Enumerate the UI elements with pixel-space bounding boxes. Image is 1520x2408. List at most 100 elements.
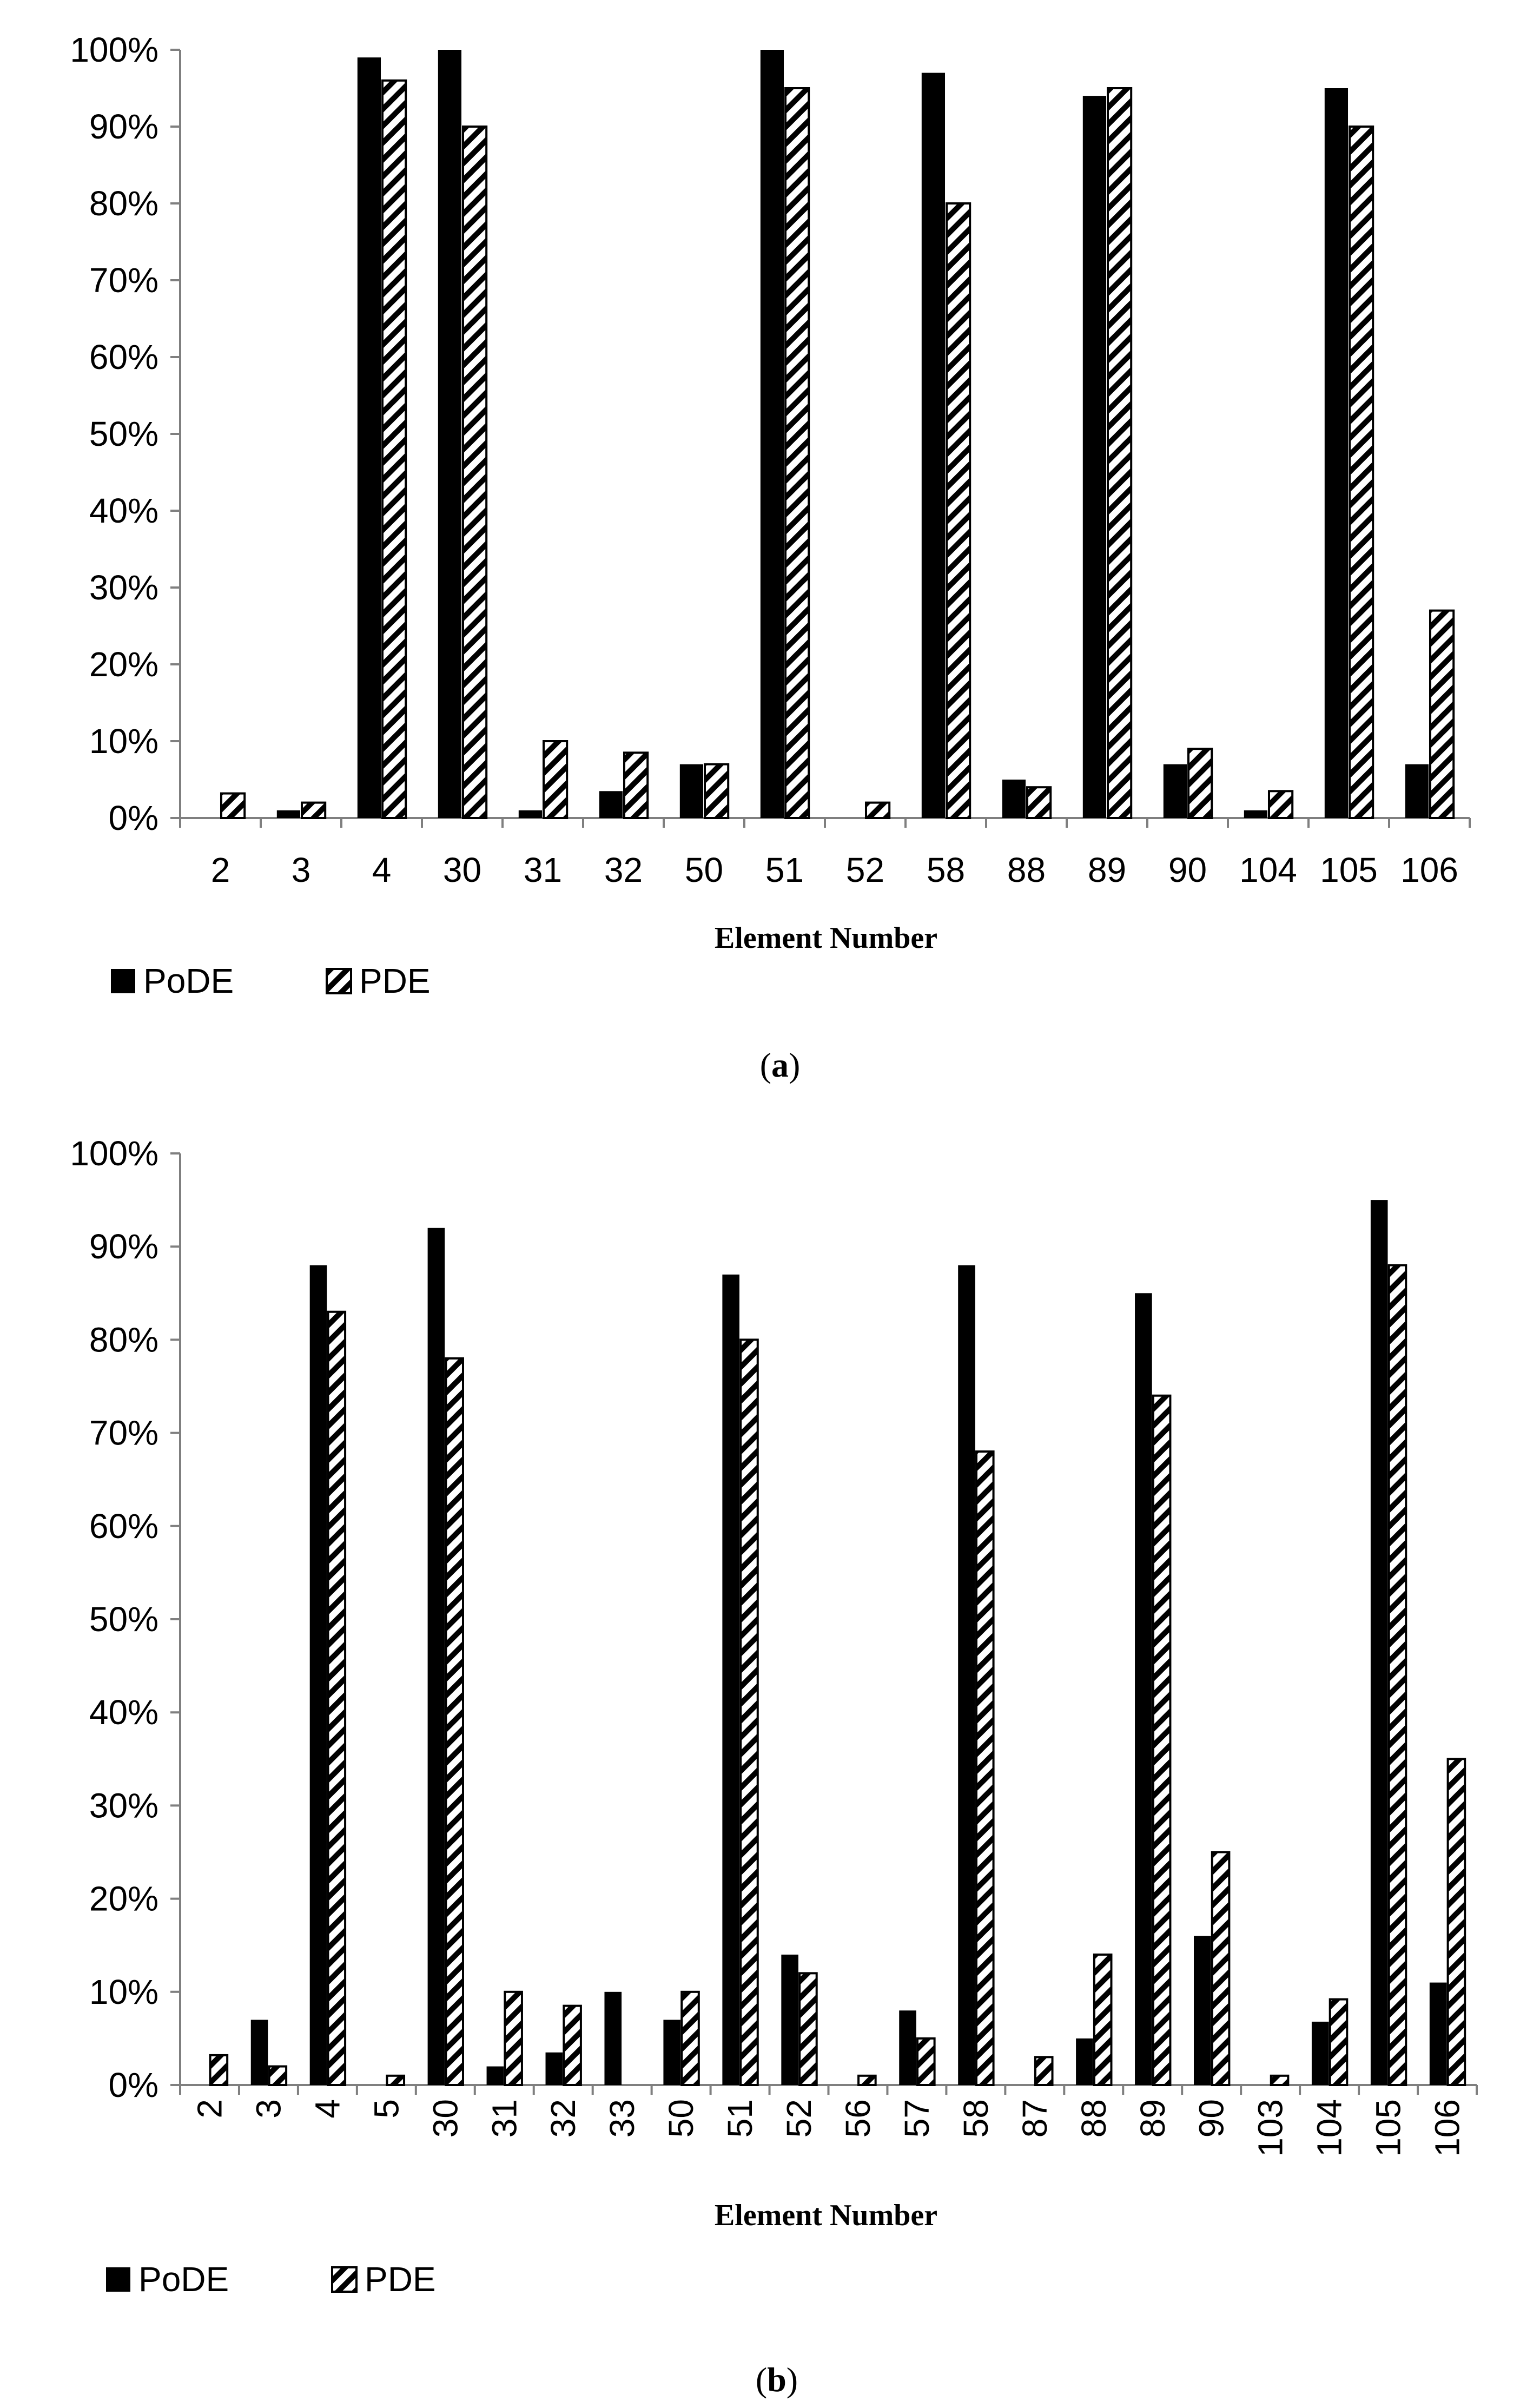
- chart-b-legend-pde-swatch: [331, 2266, 358, 2293]
- chart-b-bars: [209, 1200, 1466, 2087]
- chart-a-bar-pde: [1026, 786, 1052, 819]
- chart-b-x-tick-label: 90: [1192, 2099, 1231, 2137]
- chart-a-bar-pode: [1405, 764, 1429, 818]
- chart-b-legend-pode-label: PoDE: [138, 2260, 229, 2299]
- chart-b-x-tick-label: 3: [249, 2099, 288, 2119]
- chart-b-bar-pde: [739, 1338, 759, 2086]
- chart-a-bar-pde: [381, 79, 407, 819]
- chart-b-x-tick-label: 58: [956, 2099, 995, 2137]
- chart-b-x-tick-label: 33: [603, 2099, 642, 2137]
- chart-b-bar-pde: [916, 2037, 936, 2086]
- chart-b-bar-pode: [427, 1228, 445, 2085]
- chart-b-bar-pode: [1076, 2038, 1093, 2085]
- chart-a-legend-pde-swatch: [326, 968, 352, 994]
- chart-a-bar-pode: [1244, 810, 1268, 818]
- chart-a-bar-pde: [623, 751, 649, 820]
- chart-a-legend-pode-label: PoDE: [143, 961, 234, 1000]
- chart-b-x-tick-label: 104: [1310, 2099, 1349, 2157]
- chart-b-bar-pode: [722, 1274, 739, 2085]
- chart-b: 0% 10% 20% 30% 40% 50% 60% 70% 80% 90% 100% 2 3 4 5 30…: [70, 1134, 1478, 2399]
- chart-a-bar-pde: [1429, 609, 1455, 819]
- chart-a-y-tick-label: 70%: [89, 261, 158, 300]
- chart-b-y-tick-label: 40%: [89, 1693, 158, 1732]
- chart-b-x-tick-label: 89: [1133, 2099, 1172, 2137]
- chart-a-x-tick-label: 30: [443, 850, 481, 889]
- chart-b-bar-pode: [899, 2010, 916, 2085]
- chart-a-x-tick-label: 4: [372, 850, 392, 889]
- chart-a-bar-pde: [461, 126, 488, 819]
- chart-a-x-tick-label: 3: [292, 850, 311, 889]
- chart-a-bar-pode: [1082, 96, 1107, 819]
- chart-b-bar-pode: [604, 1991, 622, 2085]
- chart-b-bar-pde: [504, 1990, 523, 2087]
- chart-a-x-tick-label: 90: [1168, 850, 1207, 889]
- chart-b-bar-pde: [1329, 1998, 1349, 2086]
- chart-a-bar-pde: [703, 763, 730, 819]
- chart-b-bar-pde: [798, 1972, 818, 2087]
- chart-b-x-ticks: 2 3 4 5 30 31 32 33 50 51 52 56 57 58 87 88 89 90 103 104 10…: [179, 2085, 1478, 2157]
- chart-a-legend-pode-swatch: [111, 969, 135, 993]
- chart-b-bar-pde: [1211, 1851, 1231, 2086]
- chart-a: 0% 10% 20% 30% 40% 50% 60% 70% 80% 90% 100% 2 3 4 30 3…: [70, 30, 1471, 1084]
- chart-a-x-tick-label: 58: [927, 850, 965, 889]
- chart-b-axes: [179, 1153, 1477, 2086]
- chart-b-x-tick-label: 31: [485, 2099, 524, 2137]
- chart-b-bar-pde: [1034, 2056, 1054, 2087]
- chart-b-bar-pode: [545, 2052, 563, 2085]
- chart-b-caption: (b): [756, 2360, 798, 2399]
- chart-a-bar-pode: [679, 764, 704, 818]
- chart-b-x-tick-label: 50: [662, 2099, 700, 2137]
- chart-b-x-tick-label: 56: [838, 2099, 877, 2137]
- chart-b-y-tick-label: 100%: [70, 1134, 158, 1173]
- chart-a-bar-pode: [438, 50, 462, 818]
- chart-a-y-tick-label: 80%: [89, 184, 158, 223]
- chart-a-bar-pde: [1348, 126, 1374, 819]
- chart-a-bar-pode: [276, 810, 301, 818]
- chart-a-bar-pde: [1187, 748, 1213, 819]
- chart-a-x-tick-label: 52: [846, 850, 884, 889]
- chart-b-y-tick-label: 60%: [89, 1507, 158, 1546]
- chart-b-bar-pde: [857, 2074, 877, 2087]
- chart-b-bar-pode: [958, 1265, 975, 2085]
- chart-a-x-ticks: 2 3 4 30 31 32 50 51 52 58 88 89 90 104 105 106: [179, 818, 1471, 889]
- chart-a-bar-pde: [1106, 87, 1133, 819]
- chart-b-bar-pode: [663, 2020, 681, 2085]
- chart-b-y-tick-label: 80%: [89, 1320, 158, 1359]
- chart-b-y-tick-label: 10%: [89, 1972, 158, 2011]
- chart-b-bar-pde: [563, 2004, 582, 2086]
- chart-a-y-ticks: 0% 10% 20% 30% 40% 50% 60% 70% 80% 90% 100%: [70, 30, 180, 837]
- chart-a-y-tick-label: 20%: [89, 645, 158, 684]
- chart-a-y-tick-label: 40%: [89, 491, 158, 530]
- chart-b-bar-pde: [1093, 1953, 1113, 2086]
- chart-b-bar-pode: [309, 1265, 327, 2085]
- chart-a-bar-pode: [599, 791, 623, 818]
- chart-a-legend-pde-label: PDE: [359, 961, 431, 1000]
- chart-a-x-tick-label: 89: [1088, 850, 1126, 889]
- chart-b-legend: PoDE PDE: [106, 2260, 436, 2299]
- chart-b-bar-pode: [1311, 2021, 1329, 2085]
- chart-a-bar-pde: [220, 792, 246, 820]
- chart-a-y-tick-label: 90%: [89, 107, 158, 146]
- chart-a-bars: [220, 50, 1455, 820]
- chart-b-x-tick-label: 87: [1015, 2099, 1054, 2137]
- chart-b-x-tick-label: 51: [721, 2099, 759, 2137]
- chart-a-y-tick-label: 30%: [89, 568, 158, 607]
- chart-a-bar-pode: [760, 50, 784, 818]
- chart-b-bar-pode: [486, 2066, 504, 2085]
- chart-b-bar-pode: [1429, 1982, 1447, 2085]
- chart-a-bar-pode: [357, 57, 381, 819]
- chart-b-y-tick-label: 90%: [89, 1227, 158, 1266]
- chart-b-x-tick-label: 57: [897, 2099, 936, 2137]
- chart-b-bar-pde: [1446, 1758, 1466, 2087]
- chart-a-bar-pde: [542, 740, 569, 819]
- chart-a-x-tick-label: 88: [1007, 850, 1046, 889]
- chart-a-bar-pode: [1002, 780, 1026, 818]
- chart-b-bar-pde: [445, 1357, 464, 2087]
- chart-a-x-tick-label: 105: [1320, 850, 1378, 889]
- chart-b-x-tick-label: 106: [1428, 2099, 1467, 2157]
- chart-b-x-tick-label: 88: [1074, 2099, 1113, 2137]
- chart-a-bar-pode: [921, 72, 946, 819]
- chart-a-caption: (a): [760, 1046, 801, 1084]
- chart-b-legend-pode-swatch: [106, 2267, 130, 2292]
- chart-b-bar-pde: [1152, 1394, 1172, 2086]
